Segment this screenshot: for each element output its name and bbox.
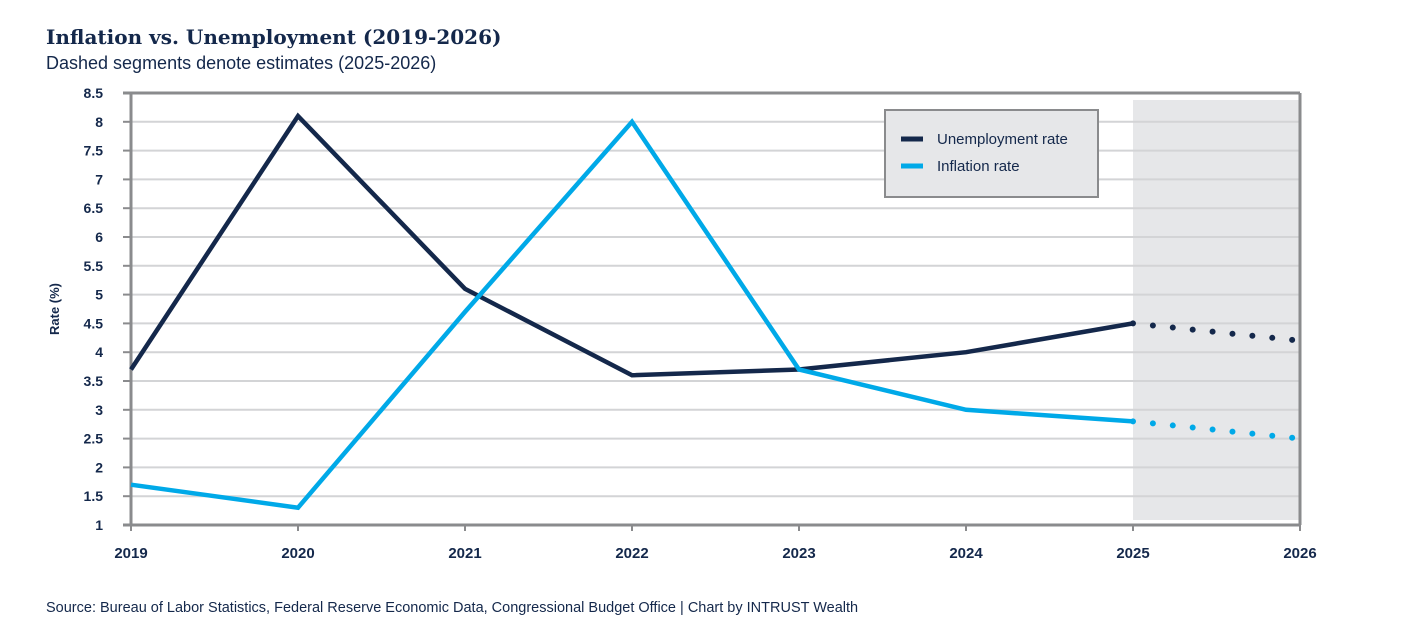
x-tick-label: 2023 xyxy=(782,545,815,562)
series-line-0 xyxy=(129,112,1134,378)
y-tick-label: 3 xyxy=(95,402,103,418)
x-tick-label: 2024 xyxy=(949,545,983,562)
y-tick-label: 4.5 xyxy=(84,315,104,331)
series-estimate-line-0 xyxy=(1130,320,1303,344)
x-tick-label: 2022 xyxy=(615,545,648,562)
y-tick-label: 2 xyxy=(95,459,103,475)
y-tick-label: 1.5 xyxy=(84,488,104,504)
x-tick-label: 2021 xyxy=(448,545,481,562)
y-tick-label: 5 xyxy=(95,287,103,303)
y-tick-label: 7.5 xyxy=(84,143,104,159)
y-tick-label: 7 xyxy=(95,171,103,187)
y-tick-label: 5.5 xyxy=(84,258,104,274)
y-tick-label: 4 xyxy=(95,344,103,360)
y-tick-label: 6.5 xyxy=(84,200,104,216)
x-tick-label: 2020 xyxy=(281,545,314,562)
y-tick-label: 1 xyxy=(95,517,103,533)
y-tick-label: 8 xyxy=(95,114,103,130)
estimate-region xyxy=(1133,100,1300,520)
legend-box xyxy=(884,109,1099,198)
y-tick-label: 3.5 xyxy=(84,373,104,389)
series-estimate-line-1 xyxy=(1130,418,1303,442)
x-tick-label: 2025 xyxy=(1116,545,1149,562)
y-tick-label: 2.5 xyxy=(84,431,104,447)
series-line-1 xyxy=(130,118,1134,511)
y-tick-label: 8.5 xyxy=(84,85,104,101)
chart-title: Inflation vs. Unemployment (2019-2026) xyxy=(46,25,502,49)
y-axis-label: Rate (%) xyxy=(47,283,62,335)
x-tick-label: 2026 xyxy=(1283,545,1316,562)
source-note: Source: Bureau of Labor Statistics, Fede… xyxy=(46,600,859,616)
legend-label-0: Unemployment rate xyxy=(937,131,1068,148)
chart-subtitle: Dashed segments denote estimates (2025-2… xyxy=(46,53,437,73)
y-tick-label: 6 xyxy=(95,229,103,245)
x-tick-label: 2019 xyxy=(114,545,147,562)
legend-label-1: Inflation rate xyxy=(937,158,1020,175)
